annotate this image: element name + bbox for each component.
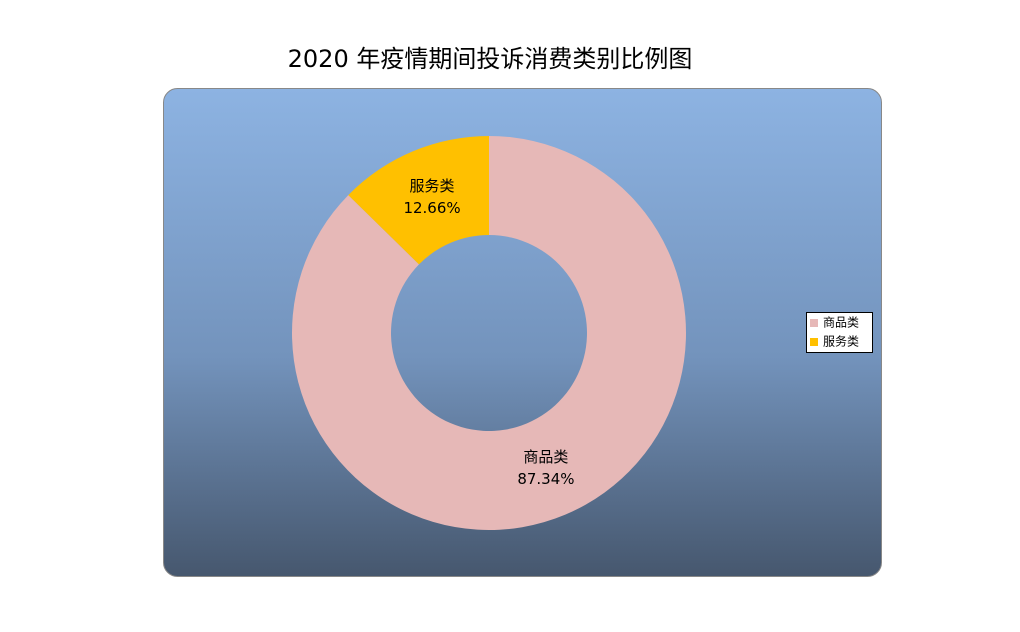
data-label-value: 87.34%	[517, 470, 574, 488]
chart-title: 2020 年疫情期间投诉消费类别比例图	[288, 45, 693, 73]
legend-swatch	[810, 338, 818, 346]
donut-slice	[291, 136, 686, 530]
legend-label: 商品类	[823, 315, 859, 330]
legend-swatch	[810, 319, 818, 327]
data-label-name: 商品类	[523, 448, 568, 466]
donut	[291, 136, 686, 530]
legend-label: 服务类	[823, 334, 859, 349]
data-label-name: 服务类	[410, 177, 455, 195]
data-label-value: 12.66%	[403, 199, 460, 217]
donut-slice	[348, 136, 489, 265]
